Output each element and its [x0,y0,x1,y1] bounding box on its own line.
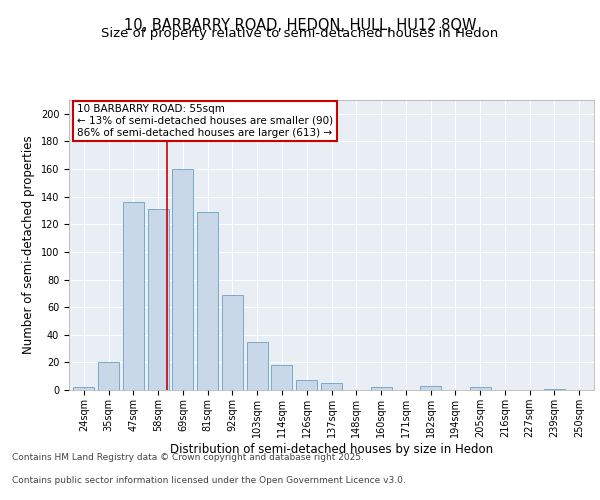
Bar [197,212,218,390]
X-axis label: Distribution of semi-detached houses by size in Hedon: Distribution of semi-detached houses by … [170,442,493,456]
Text: Contains HM Land Registry data © Crown copyright and database right 2025.: Contains HM Land Registry data © Crown c… [12,454,364,462]
Bar [172,169,193,390]
Bar [98,362,119,390]
Text: 10, BARBARRY ROAD, HEDON, HULL, HU12 8QW: 10, BARBARRY ROAD, HEDON, HULL, HU12 8QW [124,18,476,32]
Bar [222,294,243,390]
Bar [247,342,268,390]
Text: 10 BARBARRY ROAD: 55sqm
← 13% of semi-detached houses are smaller (90)
86% of se: 10 BARBARRY ROAD: 55sqm ← 13% of semi-de… [77,104,333,138]
Text: Size of property relative to semi-detached houses in Hedon: Size of property relative to semi-detach… [101,28,499,40]
Bar [420,386,441,390]
Bar [123,202,144,390]
Bar [296,380,317,390]
Text: Contains public sector information licensed under the Open Government Licence v3: Contains public sector information licen… [12,476,406,485]
Bar [148,209,169,390]
Y-axis label: Number of semi-detached properties: Number of semi-detached properties [22,136,35,354]
Bar [321,383,342,390]
Bar [73,387,94,390]
Bar [544,388,565,390]
Bar [271,365,292,390]
Bar [371,387,392,390]
Bar [470,387,491,390]
